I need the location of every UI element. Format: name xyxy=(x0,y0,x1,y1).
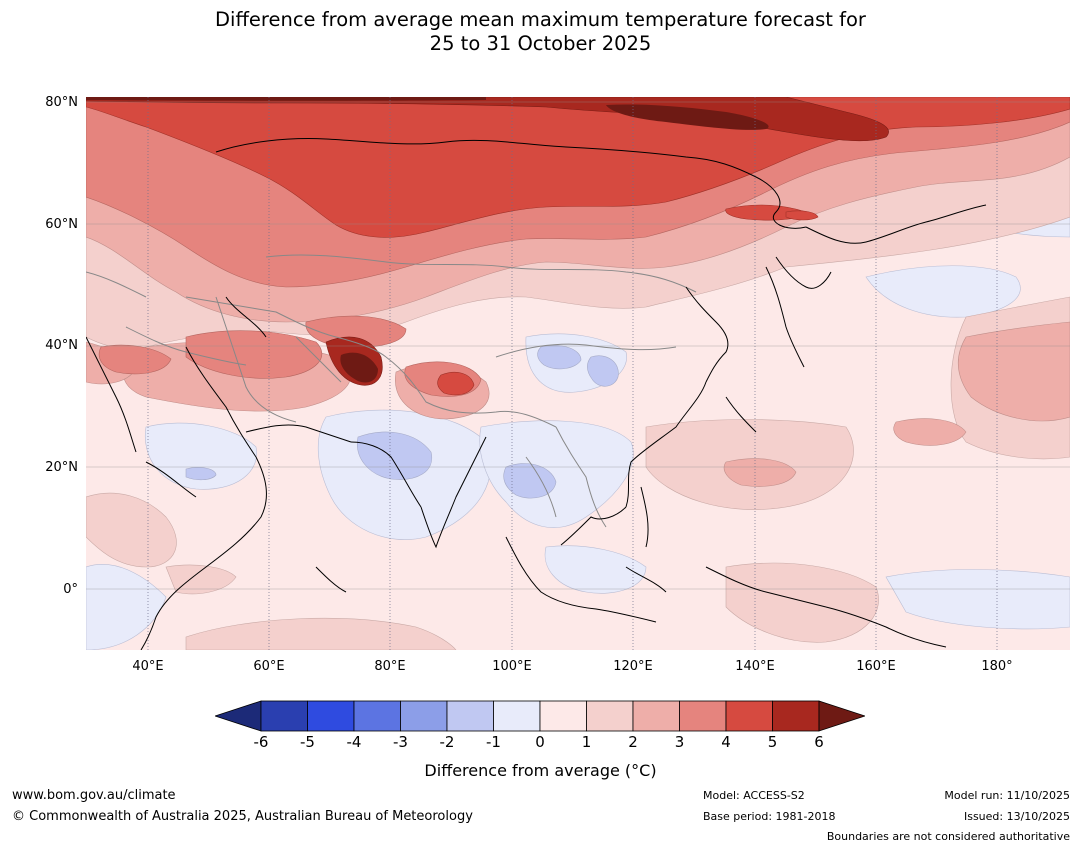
colorbar-tick-label: 5 xyxy=(767,733,778,751)
colorbar-tick-label: -2 xyxy=(439,733,455,751)
anomaly-warm-extreme xyxy=(86,97,769,383)
colorbar-label: Difference from average (°C) xyxy=(424,761,657,780)
lon-label-160e: 160°E xyxy=(856,659,896,674)
lat-label-40n: 40°N xyxy=(45,338,78,353)
colorbar-extend-low xyxy=(213,700,262,732)
lon-label-80e: 80°E xyxy=(374,659,406,674)
title-line-2: 25 to 31 October 2025 xyxy=(429,32,652,55)
colorbar-tick-label: 1 xyxy=(581,733,592,751)
colorbar-bin xyxy=(400,700,448,732)
country-borders xyxy=(86,254,697,528)
colorbar-tick-label: -3 xyxy=(393,733,408,751)
colorbar-bin xyxy=(725,700,773,732)
lon-label-180: 180° xyxy=(981,659,1013,674)
lon-label-40e: 40°E xyxy=(132,659,164,674)
colorbar-tick-label: -5 xyxy=(300,733,315,751)
colorbar-bin xyxy=(307,700,355,732)
colorbar-bin xyxy=(772,700,820,732)
colorbar-bin xyxy=(679,700,727,732)
colorbar-bin xyxy=(493,700,541,732)
title-line-1: Difference from average mean maximum tem… xyxy=(215,8,866,31)
lon-label-120e: 120°E xyxy=(613,659,653,674)
footer-model: Model: ACCESS-S2 xyxy=(703,789,805,802)
colorbar-bin xyxy=(260,700,308,732)
colorbar-extend-high xyxy=(818,700,867,732)
colorbar-tick-label: -1 xyxy=(486,733,501,751)
colorbar-tick-label: 4 xyxy=(721,733,731,751)
colorbar-tick-label: 3 xyxy=(674,733,685,751)
colorbar-ticks: -6 -5 -4 -3 -2 -1 0 1 2 3 4 5 6 xyxy=(0,733,1081,753)
lon-label-60e: 60°E xyxy=(253,659,285,674)
footer-copyright: © Commonwealth of Australia 2025, Austra… xyxy=(12,809,473,824)
colorbar-tick-label: -6 xyxy=(253,733,269,751)
colorbar-bin xyxy=(539,700,587,732)
lat-label-20n: 20°N xyxy=(45,460,78,475)
footer-base-period: Base period: 1981-2018 xyxy=(703,810,836,823)
lon-label-100e: 100°E xyxy=(492,659,532,674)
lat-label-60n: 60°N xyxy=(45,217,78,232)
forecast-map xyxy=(86,97,1070,650)
chart-title: Difference from average mean maximum tem… xyxy=(0,8,1081,56)
lat-label-80n: 80°N xyxy=(45,95,78,110)
colorbar-bin xyxy=(353,700,401,732)
colorbar-bin xyxy=(586,700,634,732)
footer-issued: Issued: 13/10/2025 xyxy=(963,810,1070,823)
colorbar-bin xyxy=(632,700,680,732)
footer-model-run: Model run: 11/10/2025 xyxy=(944,789,1070,802)
colorbar-tick-label: 0 xyxy=(535,733,545,751)
latitude-lines xyxy=(86,101,1070,590)
lat-label-0: 0° xyxy=(63,582,78,597)
colorbar-tick-label: -4 xyxy=(346,733,362,751)
colorbar xyxy=(213,700,867,732)
footer-url[interactable]: www.bom.gov.au/climate xyxy=(12,788,176,803)
coastlines xyxy=(86,138,987,650)
graticule xyxy=(147,97,998,650)
lon-label-140e: 140°E xyxy=(735,659,775,674)
colorbar-tick-label: 6 xyxy=(814,733,824,751)
colorbar-tick-label: 2 xyxy=(628,733,638,751)
colorbar-bin xyxy=(446,700,494,732)
footer-disclaimer: Boundaries are not considered authoritat… xyxy=(826,830,1070,843)
